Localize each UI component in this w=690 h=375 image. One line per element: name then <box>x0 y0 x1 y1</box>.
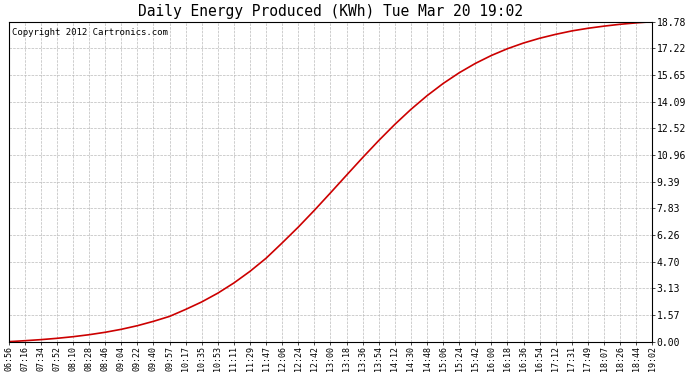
Title: Daily Energy Produced (KWh) Tue Mar 20 19:02: Daily Energy Produced (KWh) Tue Mar 20 1… <box>138 4 523 19</box>
Text: Copyright 2012 Cartronics.com: Copyright 2012 Cartronics.com <box>12 28 168 37</box>
